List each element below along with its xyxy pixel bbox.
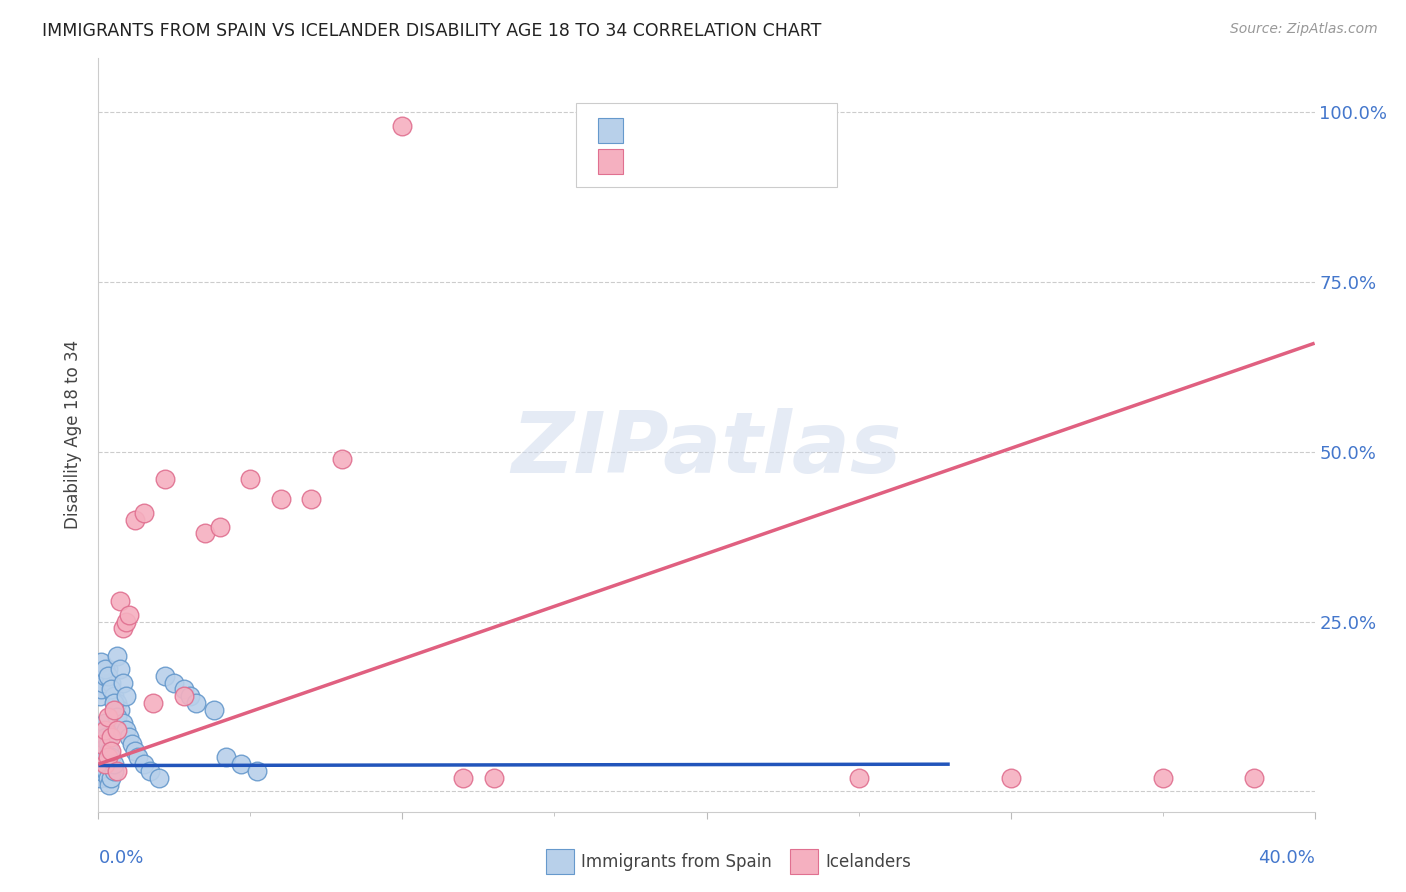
Text: Immigrants from Spain: Immigrants from Spain — [581, 853, 772, 871]
Point — [89, 737, 111, 751]
Point — [239, 472, 262, 486]
Point — [142, 696, 165, 710]
Point — [124, 743, 146, 757]
Point — [330, 451, 353, 466]
Point — [94, 764, 117, 778]
Point — [179, 690, 201, 704]
Text: IMMIGRANTS FROM SPAIN VS ICELANDER DISABILITY AGE 18 TO 34 CORRELATION CHART: IMMIGRANTS FROM SPAIN VS ICELANDER DISAB… — [42, 22, 821, 40]
Point — [1152, 771, 1174, 785]
Point — [118, 607, 141, 622]
Text: R = 0.465   N = 32: R = 0.465 N = 32 — [633, 152, 817, 169]
Text: ZIPatlas: ZIPatlas — [512, 409, 901, 491]
Point — [194, 526, 217, 541]
Point — [209, 519, 232, 533]
Point — [270, 492, 292, 507]
Point — [124, 513, 146, 527]
Point — [111, 675, 134, 690]
Point — [108, 662, 131, 676]
Point — [90, 682, 112, 697]
Point — [118, 730, 141, 744]
Point — [90, 737, 112, 751]
Point — [93, 723, 115, 738]
Point — [90, 656, 112, 670]
Point — [155, 472, 177, 486]
Text: R = 0.005   N = 55: R = 0.005 N = 55 — [633, 120, 817, 138]
Point — [91, 723, 114, 738]
Point — [132, 506, 155, 520]
Text: 40.0%: 40.0% — [1258, 849, 1315, 867]
Point — [89, 690, 111, 704]
Point — [139, 764, 162, 778]
Point — [173, 682, 195, 697]
Point — [105, 696, 128, 710]
Point — [482, 771, 505, 785]
Point — [100, 675, 122, 690]
Point — [96, 771, 118, 785]
Point — [184, 696, 207, 710]
Point — [111, 621, 134, 635]
Point — [173, 690, 195, 704]
Point — [103, 757, 125, 772]
Text: 0.0%: 0.0% — [98, 849, 143, 867]
Point — [114, 615, 136, 629]
Point — [231, 757, 253, 772]
Point — [93, 757, 115, 772]
Point — [100, 743, 122, 757]
Point — [90, 764, 112, 778]
Point — [96, 750, 118, 764]
Point — [100, 771, 122, 785]
Point — [89, 771, 111, 785]
Point — [245, 764, 267, 778]
Point — [202, 703, 225, 717]
Point — [98, 778, 121, 792]
Point — [103, 764, 125, 778]
Y-axis label: Disability Age 18 to 34: Disability Age 18 to 34 — [65, 340, 83, 530]
Point — [215, 750, 238, 764]
Point — [132, 757, 155, 772]
Point — [103, 690, 125, 704]
Point — [114, 723, 136, 738]
Point — [391, 119, 413, 133]
Point — [100, 730, 122, 744]
Point — [96, 737, 118, 751]
Point — [105, 723, 128, 738]
Point — [114, 690, 136, 704]
Point — [91, 757, 114, 772]
Point — [163, 675, 186, 690]
Point — [108, 594, 131, 608]
Text: Source: ZipAtlas.com: Source: ZipAtlas.com — [1230, 22, 1378, 37]
Point — [848, 771, 870, 785]
Point — [105, 709, 128, 723]
Point — [91, 675, 114, 690]
Point — [299, 492, 322, 507]
Point — [93, 662, 115, 676]
Point — [93, 716, 115, 731]
Point — [121, 737, 143, 751]
Point — [90, 730, 112, 744]
Point — [103, 696, 125, 710]
Point — [103, 703, 125, 717]
Point — [98, 743, 121, 757]
Point — [93, 669, 115, 683]
Point — [105, 764, 128, 778]
Point — [111, 716, 134, 731]
Point — [148, 771, 170, 785]
Point — [155, 669, 177, 683]
Point — [1243, 771, 1265, 785]
Point — [127, 750, 149, 764]
Point — [96, 709, 118, 723]
Text: Icelanders: Icelanders — [825, 853, 911, 871]
Point — [105, 648, 128, 663]
Point — [1000, 771, 1022, 785]
Point — [100, 750, 122, 764]
Point — [453, 771, 475, 785]
Point — [96, 669, 118, 683]
Point — [94, 730, 117, 744]
Point — [100, 682, 122, 697]
Point — [93, 750, 115, 764]
Point — [108, 703, 131, 717]
Point — [96, 662, 118, 676]
